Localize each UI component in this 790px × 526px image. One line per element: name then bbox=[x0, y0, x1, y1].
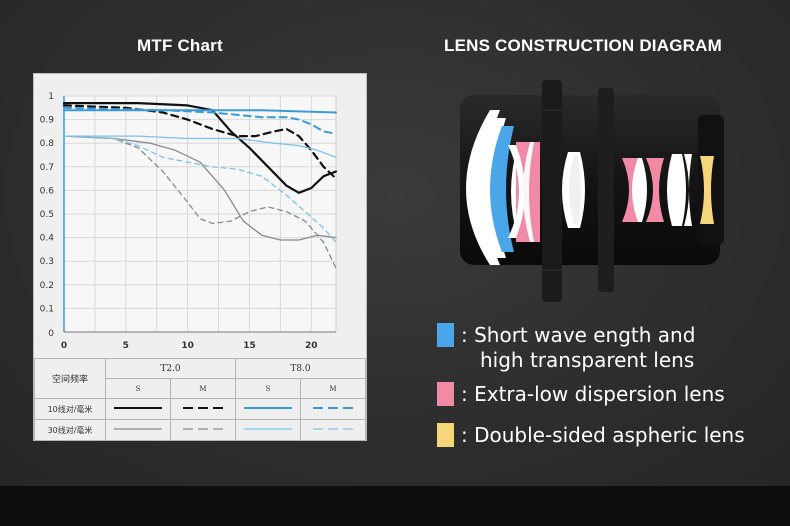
mtf-series-line-1 bbox=[62, 104, 338, 180]
x-tick-label: 20 bbox=[305, 341, 318, 351]
mtf-plot: 0.10.20.30.40.50.60.70.80.910 5 10 15 200 bbox=[40, 92, 338, 351]
legend-col-t8: T8.0 bbox=[235, 358, 366, 379]
x-tick-label: 0 bbox=[61, 341, 67, 351]
y-tick-label: 0.2 bbox=[40, 281, 54, 291]
bottom-bar bbox=[0, 486, 790, 526]
legend-swatch-t2-30-s bbox=[105, 419, 171, 441]
legend-t2-m: M bbox=[170, 378, 236, 399]
legend-swatch-t8-10-m bbox=[300, 398, 366, 420]
mtf-chart: 0.1 0.2 0.3 0.4 0.5 0.6 0.7 0.8 0.9 1 0 5 10 15 20 0 空间… bbox=[33, 73, 367, 441]
legend-swatch-t2-30-m bbox=[170, 419, 236, 441]
y-tick-label: 1 bbox=[48, 92, 54, 102]
mtf-legend-table: 空间频率 T2.0 T8.0 S M S M 10线对/毫米 30线对/毫米 bbox=[34, 358, 366, 441]
mtf-series-line-4 bbox=[63, 135, 337, 241]
key-label-aspheric: : Double-sided aspheric lens bbox=[461, 423, 745, 447]
mtf-series-line-0 bbox=[62, 102, 338, 194]
legend-swatch-t8-30-s bbox=[235, 419, 301, 441]
key-swatch-blue bbox=[437, 323, 454, 347]
y-tick-label: 0.3 bbox=[40, 257, 54, 267]
legend-t8-s: S bbox=[235, 378, 301, 399]
lens-diagram-title: LENS CONSTRUCTION DIAGRAM bbox=[444, 36, 722, 55]
legend-t2-s: S bbox=[105, 378, 171, 399]
legend-row-10: 10线对/毫米 bbox=[34, 398, 106, 420]
key-swatch-pink bbox=[437, 382, 454, 406]
lens-construction-illustration bbox=[460, 80, 724, 302]
x-tick-label: 10 bbox=[181, 341, 194, 351]
mtf-series-line-3 bbox=[63, 106, 337, 135]
mtf-series-line-7 bbox=[63, 135, 337, 243]
legend-swatch-t2-10-s bbox=[105, 398, 171, 420]
y-tick-label: 0.1 bbox=[40, 304, 54, 314]
y-tick-label: 0.5 bbox=[40, 210, 54, 220]
y-tick-label: 0.9 bbox=[40, 116, 55, 126]
y-tick-label: 0.6 bbox=[40, 186, 55, 196]
legend-t8-m: M bbox=[300, 378, 366, 399]
y-tick-label: 0.4 bbox=[40, 234, 55, 244]
key-label-short-wave: : Short wave ength and bbox=[461, 323, 696, 347]
legend-swatch-t2-10-m bbox=[170, 398, 236, 420]
key-label-short-wave-line2: high transparent lens bbox=[480, 348, 695, 372]
lens-elements bbox=[466, 110, 714, 265]
mtf-series-line-6 bbox=[63, 135, 337, 159]
legend-header-cell: 空间频率 bbox=[34, 358, 106, 399]
x-tick-label: 5 bbox=[123, 341, 129, 351]
mtf-chart-title: MTF Chart bbox=[137, 36, 223, 55]
y-tick-label-zero: 0 bbox=[48, 329, 54, 339]
mtf-series-line-5 bbox=[63, 135, 337, 269]
y-tick-label: 0.8 bbox=[40, 139, 55, 149]
legend-row-30: 30线对/毫米 bbox=[34, 419, 106, 441]
legend-swatch-t8-10-s bbox=[235, 398, 301, 420]
key-swatch-yellow bbox=[437, 423, 454, 447]
legend-swatch-t8-30-m bbox=[300, 419, 366, 441]
x-tick-label: 15 bbox=[243, 341, 256, 351]
legend-col-t2: T2.0 bbox=[105, 358, 236, 379]
y-tick-label: 0.7 bbox=[40, 163, 54, 173]
key-label-ed: : Extra-low dispersion lens bbox=[461, 382, 725, 406]
